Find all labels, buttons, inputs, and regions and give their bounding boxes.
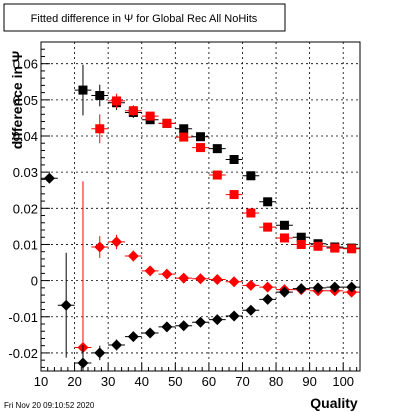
- data-point-square: [196, 143, 205, 153]
- series-1: [91, 93, 360, 254]
- data-point-diamond: [329, 281, 341, 293]
- data-point-square: [229, 190, 239, 200]
- data-point-diamond: [111, 339, 123, 351]
- data-point-diamond: [228, 310, 240, 322]
- x-axis-label: Quality: [310, 395, 358, 411]
- data-point-square: [263, 197, 273, 207]
- data-point-square: [263, 222, 273, 232]
- x-tick-label: 70: [235, 374, 249, 389]
- data-point-diamond: [195, 273, 206, 285]
- y-tick-label: 0.06: [13, 57, 38, 72]
- x-ticks: 10 20 30 40 50 60 70 80 90 100: [34, 363, 358, 389]
- y-tick-label: 0.03: [13, 165, 38, 180]
- data-point-diamond: [43, 172, 55, 184]
- data-point-square: [145, 111, 155, 121]
- data-marks: [41, 64, 360, 371]
- data-point-square: [246, 208, 256, 218]
- data-point-diamond: [127, 250, 139, 262]
- data-point-square: [78, 85, 88, 95]
- x-tick-label: 10: [34, 374, 48, 389]
- data-point-diamond: [211, 314, 223, 326]
- timestamp: Fri Nov 20 09:10:52 2020: [4, 401, 95, 410]
- data-point-diamond: [245, 279, 257, 291]
- title-box: [3, 3, 286, 32]
- y-tick-label: -0.01: [8, 310, 38, 325]
- data-point-square: [179, 124, 189, 134]
- data-point-square: [128, 106, 138, 116]
- data-point-diamond: [60, 299, 72, 311]
- y-ticks: -0.02 -0.01 0 0.01 0.02 0.03 0.04 0.05 0.06: [8, 48, 50, 368]
- data-point-square: [212, 144, 222, 154]
- data-point-square: [179, 132, 189, 142]
- data-point-square: [246, 171, 256, 181]
- x-tick-label: 90: [302, 374, 316, 389]
- data-point-square: [162, 118, 172, 128]
- y-tick-label: 0.04: [13, 129, 38, 144]
- plot-frame: [40, 41, 361, 372]
- x-tick-label: 60: [202, 374, 216, 389]
- data-point-diamond: [178, 320, 190, 332]
- data-point-diamond: [77, 357, 89, 369]
- data-point-diamond: [228, 276, 240, 288]
- data-point-square: [212, 170, 222, 180]
- data-point-diamond: [161, 268, 173, 280]
- data-point-diamond: [245, 304, 257, 316]
- data-point-diamond: [262, 281, 274, 293]
- x-tick-label: 80: [269, 374, 283, 389]
- data-point-diamond: [144, 327, 156, 339]
- data-point-square: [112, 96, 122, 106]
- y-tick-label: 0.05: [13, 93, 38, 108]
- data-point-diamond: [127, 331, 139, 343]
- data-point-square: [95, 91, 105, 101]
- x-tick-label: 20: [67, 374, 81, 389]
- data-point-square: [196, 132, 205, 142]
- y-axis-label: difference in Ψ: [9, 51, 25, 149]
- data-point-diamond: [278, 286, 290, 298]
- data-point-diamond: [195, 316, 206, 328]
- data-point-diamond: [161, 321, 173, 333]
- x-tick-label: 40: [135, 374, 149, 389]
- chart-title: Fitted difference in Ψ for Global Rec Al…: [31, 13, 258, 25]
- data-point-square: [229, 155, 239, 164]
- data-point-square: [347, 244, 357, 254]
- data-point-diamond: [211, 274, 223, 286]
- data-point-square: [279, 233, 289, 243]
- data-point-diamond: [346, 281, 358, 293]
- data-point-diamond: [144, 265, 156, 277]
- y-tick-label: -0.02: [8, 346, 38, 361]
- y-tick-label: 0.01: [13, 237, 38, 252]
- y-tick-label: 0: [31, 274, 38, 289]
- series-3: [41, 172, 360, 371]
- data-point-square: [279, 220, 289, 230]
- data-point-square: [296, 232, 306, 242]
- x-tick-label: 100: [332, 374, 354, 389]
- data-point-square: [313, 241, 323, 251]
- x-tick-label: 30: [101, 374, 115, 389]
- data-point-diamond: [295, 283, 307, 295]
- x-tick-label: 50: [168, 374, 182, 389]
- data-point-diamond: [312, 282, 324, 294]
- y-tick-label: 0.02: [13, 201, 38, 216]
- data-point-square: [95, 124, 105, 134]
- data-point-diamond: [94, 241, 106, 253]
- data-point-diamond: [262, 293, 274, 305]
- data-point-diamond: [178, 272, 190, 284]
- data-point-diamond: [111, 236, 123, 248]
- data-point-square: [296, 239, 306, 249]
- data-point-diamond: [94, 347, 106, 359]
- data-point-square: [330, 243, 340, 253]
